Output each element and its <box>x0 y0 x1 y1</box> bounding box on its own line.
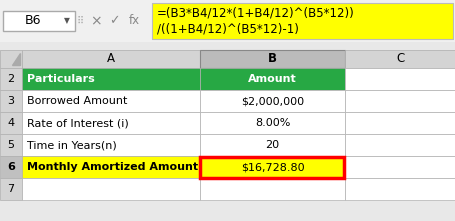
Bar <box>22 134 200 156</box>
Text: 2: 2 <box>7 74 15 84</box>
Text: Rate of Interest (i): Rate of Interest (i) <box>27 118 128 128</box>
Text: /((1+B4/12)^(B5*12)-1): /((1+B4/12)^(B5*12)-1) <box>157 22 298 35</box>
Text: 3: 3 <box>7 96 15 106</box>
Bar <box>200 156 344 177</box>
Text: ×: × <box>90 14 101 28</box>
Text: 8.00%: 8.00% <box>254 118 289 128</box>
Bar <box>0 134 22 156</box>
Bar <box>200 178 344 200</box>
Bar <box>344 178 455 200</box>
Bar <box>3 11 75 31</box>
Text: Amount: Amount <box>248 74 296 84</box>
Bar <box>0 90 22 112</box>
Text: 5: 5 <box>7 140 15 150</box>
Bar <box>0 112 22 134</box>
Bar <box>22 50 200 68</box>
Bar <box>22 112 200 134</box>
Bar <box>200 112 344 134</box>
Text: Monthly Amortized Amount: Monthly Amortized Amount <box>27 162 197 172</box>
Bar <box>0 68 22 90</box>
Text: $16,728.80: $16,728.80 <box>240 162 303 172</box>
Bar <box>22 90 200 112</box>
Text: C: C <box>395 53 404 65</box>
Bar <box>344 112 455 134</box>
Bar <box>0 50 22 68</box>
Bar <box>0 0 455 42</box>
Text: 4: 4 <box>7 118 15 128</box>
Text: Particulars: Particulars <box>27 74 95 84</box>
Text: A: A <box>107 53 115 65</box>
Bar <box>22 178 200 200</box>
Bar <box>344 68 455 90</box>
Text: ⠿: ⠿ <box>76 16 83 26</box>
Text: 6: 6 <box>7 162 15 172</box>
Text: 20: 20 <box>265 140 279 150</box>
Text: Time in Years(n): Time in Years(n) <box>27 140 116 150</box>
Bar <box>344 90 455 112</box>
Text: B6: B6 <box>25 15 41 27</box>
Text: $2,000,000: $2,000,000 <box>240 96 303 106</box>
Bar <box>22 156 200 178</box>
Text: ▼: ▼ <box>64 17 70 25</box>
Text: fx: fx <box>128 15 139 27</box>
Polygon shape <box>12 53 20 65</box>
Bar <box>200 134 344 156</box>
Bar <box>152 3 452 39</box>
Bar <box>200 90 344 112</box>
Text: B: B <box>268 53 276 65</box>
Bar <box>200 156 344 178</box>
Bar <box>200 68 344 90</box>
Text: 7: 7 <box>7 184 15 194</box>
Bar <box>0 156 22 178</box>
Bar <box>344 50 455 68</box>
Bar <box>200 50 344 68</box>
Bar <box>344 134 455 156</box>
Bar <box>0 50 455 221</box>
Bar <box>0 42 455 50</box>
Bar <box>0 50 455 68</box>
Text: =(B3*B4/12*(1+B4/12)^(B5*12)): =(B3*B4/12*(1+B4/12)^(B5*12)) <box>157 7 354 20</box>
Text: ✓: ✓ <box>108 15 119 27</box>
Bar <box>344 156 455 178</box>
Bar <box>22 68 200 90</box>
Text: Borrowed Amount: Borrowed Amount <box>27 96 127 106</box>
Bar <box>0 178 22 200</box>
